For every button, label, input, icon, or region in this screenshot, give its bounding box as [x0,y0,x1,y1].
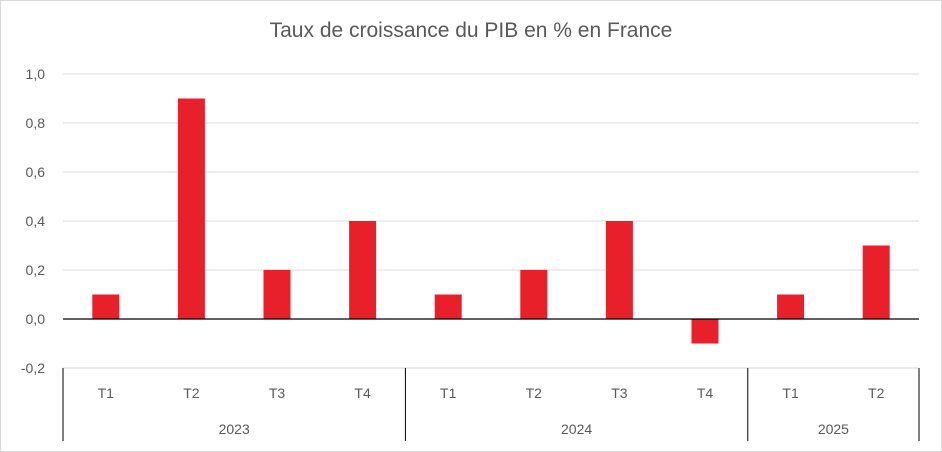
x-tick-label: T4 [697,385,714,401]
group-label: 2024 [561,421,592,437]
bar [605,221,633,319]
x-tick-label: T1 [782,385,799,401]
bar [177,98,205,319]
group-label: 2025 [818,421,849,437]
bar [862,245,890,319]
x-tick-label: T1 [440,385,457,401]
bar [691,319,719,344]
bar [263,270,291,319]
bar [349,221,377,319]
bar [777,294,805,319]
bar [434,294,462,319]
y-tick-label: 0,4 [26,213,46,229]
x-tick-label: T2 [868,385,885,401]
group-label: 2023 [219,421,250,437]
chart-title: Taux de croissance du PIB en % en France [269,19,673,42]
y-tick-label: -0,2 [21,360,45,376]
y-tick-label: 0,0 [26,311,46,327]
bar [92,294,120,319]
y-tick-label: 0,8 [26,115,46,131]
y-tick-label: 0,6 [26,164,46,180]
y-tick-label: 0,2 [26,262,46,278]
x-tick-label: T3 [269,385,286,401]
x-tick-label: T2 [526,385,543,401]
x-tick-label: T4 [354,385,371,401]
y-tick-label: 1,0 [26,66,46,82]
x-tick-label: T1 [98,385,115,401]
x-tick-label: T2 [183,385,200,401]
x-tick-label: T3 [611,385,628,401]
bar [520,270,548,319]
